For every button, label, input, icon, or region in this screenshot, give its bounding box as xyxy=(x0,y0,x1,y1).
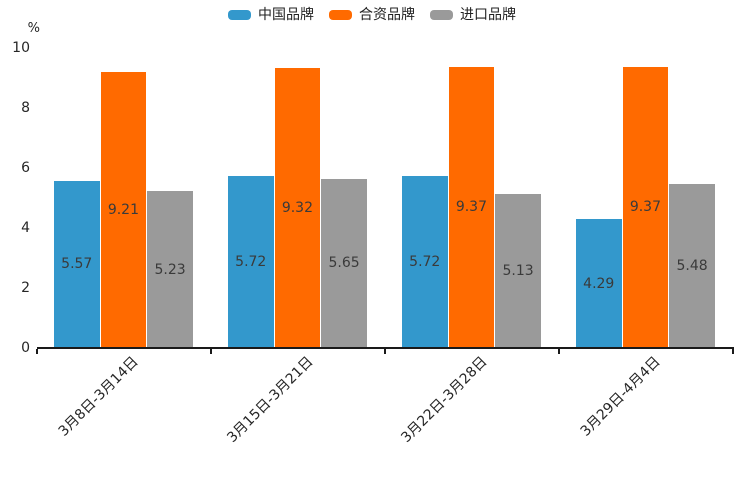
legend-label: 合资品牌 xyxy=(359,7,415,23)
bar-value-label: 5.72 xyxy=(409,254,441,271)
bar-series-0 xyxy=(228,176,274,348)
bar-series-0 xyxy=(54,180,100,348)
x-tick-mark xyxy=(558,349,560,354)
y-tick-label: 10 xyxy=(12,40,30,56)
legend-label: 进口品牌 xyxy=(460,7,516,23)
legend-item-series-2: 进口品牌 xyxy=(430,7,516,23)
bar-value-label: 9.37 xyxy=(455,199,487,216)
bar-value-label: 5.48 xyxy=(676,257,708,274)
bar-series-1 xyxy=(622,66,669,348)
x-tick-mark xyxy=(36,349,38,354)
bar-series-2 xyxy=(321,178,367,348)
bar-series-0 xyxy=(402,176,448,348)
bar-value-label: 5.23 xyxy=(154,261,186,278)
bar-series-2 xyxy=(495,194,541,348)
x-axis-line xyxy=(37,347,734,349)
legend-swatch-icon xyxy=(228,10,251,20)
bar-value-label: 9.21 xyxy=(107,201,139,218)
bar-value-label: 5.72 xyxy=(235,254,267,271)
chart-legend: 中国品牌 合资品牌 进口品牌 xyxy=(0,7,744,23)
bar-value-label: 5.13 xyxy=(502,263,534,280)
bar-series-1 xyxy=(448,66,495,348)
y-tick-label: 4 xyxy=(21,220,30,236)
bar-series-1 xyxy=(100,71,147,348)
legend-item-series-1: 合资品牌 xyxy=(329,7,415,23)
legend-item-series-0: 中国品牌 xyxy=(228,7,314,23)
bar-series-1 xyxy=(274,68,321,348)
y-tick-label: 0 xyxy=(21,340,30,356)
bar-value-label: 4.29 xyxy=(583,275,615,292)
bar-value-label: 5.65 xyxy=(328,255,360,272)
bar-series-0 xyxy=(576,219,622,348)
x-tick-mark xyxy=(732,349,734,354)
y-tick-label: 2 xyxy=(21,280,30,296)
legend-label: 中国品牌 xyxy=(258,7,314,23)
bar-value-label: 5.57 xyxy=(61,256,93,273)
y-tick-label: 6 xyxy=(21,160,30,176)
x-axis-label: 3月22日-3月28日 xyxy=(397,353,491,446)
bar-value-label: 9.32 xyxy=(281,200,313,217)
legend-swatch-icon xyxy=(329,10,352,20)
bar-value-label: 9.37 xyxy=(629,199,661,216)
legend-swatch-icon xyxy=(430,10,453,20)
bar-series-2 xyxy=(147,191,193,348)
x-axis-label: 3月15日-3月21日 xyxy=(223,353,317,446)
y-tick-label: 8 xyxy=(21,100,30,116)
x-axis-label: 3月29日-4月4日 xyxy=(578,353,665,440)
x-axis-label: 3月8日-3月14日 xyxy=(56,353,143,440)
x-tick-mark xyxy=(210,349,212,354)
x-tick-mark xyxy=(384,349,386,354)
bar-series-2 xyxy=(669,183,715,348)
y-axis-unit-label: % xyxy=(27,21,40,36)
